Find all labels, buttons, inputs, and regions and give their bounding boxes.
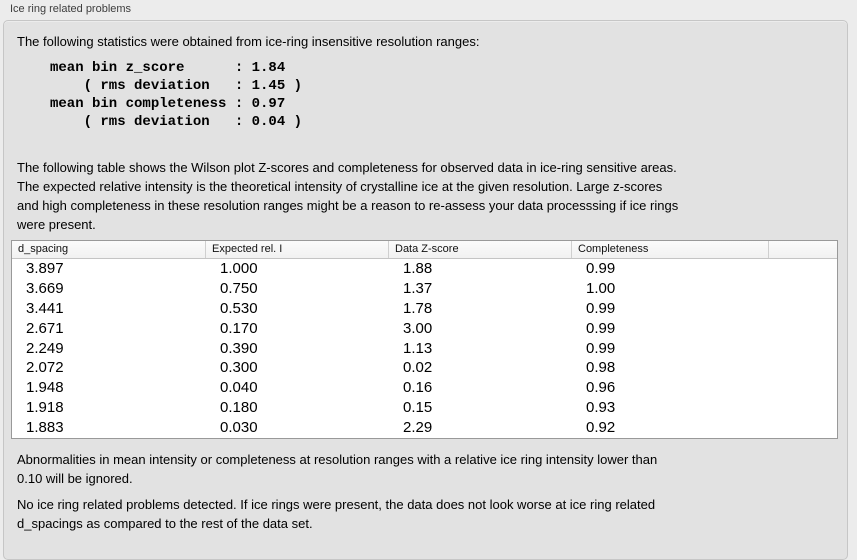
table-cell: 2.249 (26, 339, 64, 357)
table-cell: 0.750 (220, 279, 258, 297)
table-cell: 1.948 (26, 379, 64, 397)
table-body: 3.897 1.000 1.88 0.99 3.669 0.750 1.37 1.00 3.44… (12, 259, 837, 438)
table-cell: 3.897 (26, 260, 64, 277)
table-description: The following table shows the Wilson plo… (17, 160, 679, 232)
table-row[interactable]: 3.669 0.750 1.37 1.00 (12, 279, 837, 299)
table-cell: 1.00 (586, 279, 616, 297)
table-cell: 0.530 (220, 299, 258, 317)
table-cell: 1.000 (220, 260, 258, 277)
table-cell: 1.37 (403, 279, 433, 297)
column-header-filler (769, 241, 837, 258)
table-cell: 0.16 (403, 379, 433, 397)
table-cell: 0.170 (220, 319, 258, 337)
table-cell: 0.93 (586, 399, 616, 417)
table-cell: 1.13 (403, 339, 433, 357)
table-cell: 0.040 (220, 379, 258, 397)
table-cell: 2.671 (26, 319, 64, 337)
table-cell: 0.96 (586, 379, 616, 397)
table-row[interactable]: 2.249 0.390 1.13 0.99 (12, 339, 837, 359)
table-header-row: d_spacing Expected rel. I Data Z-score Comp… (12, 241, 837, 259)
table-cell: 0.390 (220, 339, 258, 357)
table-cell: 1.78 (403, 299, 433, 317)
column-header-expected-rel-i[interactable]: Expected rel. I (206, 241, 389, 258)
table-row[interactable]: 3.897 1.000 1.88 0.99 (12, 259, 837, 279)
table-cell: 0.030 (220, 419, 258, 437)
table-row[interactable]: 1.883 0.030 2.29 0.92 (12, 418, 837, 438)
table-cell: 0.99 (586, 260, 616, 277)
table-cell: 0.15 (403, 399, 433, 417)
stats-block: mean bin z_score : 1.84 ( rms deviation … (50, 60, 303, 130)
ice-ring-groupbox: The following statistics were obtained f… (3, 20, 848, 560)
table-cell: 0.98 (586, 359, 616, 377)
conclusion-text: No ice ring related problems detected. I… (17, 497, 656, 531)
table-cell: 3.00 (403, 319, 433, 337)
ignore-note: Abnormalities in mean intensity or compl… (17, 452, 658, 486)
table-cell: 3.669 (26, 279, 64, 297)
table-cell: 0.180 (220, 399, 258, 417)
table-cell: 3.441 (26, 299, 64, 317)
table-cell: 1.883 (26, 419, 64, 437)
intro-text: The following statistics were obtained f… (17, 34, 480, 49)
ice-ring-table: d_spacing Expected rel. I Data Z-score Comp… (11, 240, 838, 440)
column-header-completeness[interactable]: Completeness (572, 241, 769, 258)
table-cell: 2.29 (403, 419, 433, 437)
table-row[interactable]: 3.441 0.530 1.78 0.99 (12, 299, 837, 319)
table-cell: 0.92 (586, 419, 616, 437)
table-row[interactable]: 1.948 0.040 0.16 0.96 (12, 378, 837, 398)
panel-title: Ice ring related problems (10, 3, 132, 15)
table-cell: 0.300 (220, 359, 258, 377)
column-header-d-spacing[interactable]: d_spacing (12, 241, 206, 258)
table-row[interactable]: 1.918 0.180 0.15 0.93 (12, 398, 837, 418)
table-cell: 0.02 (403, 359, 433, 377)
table-row[interactable]: 2.671 0.170 3.00 0.99 (12, 319, 837, 339)
table-cell: 0.99 (586, 299, 616, 317)
table-cell: 1.88 (403, 260, 433, 277)
table-row[interactable]: 2.072 0.300 0.02 0.98 (12, 358, 837, 378)
column-header-data-z-score[interactable]: Data Z-score (389, 241, 572, 258)
table-cell: 2.072 (26, 359, 64, 377)
table-cell: 1.918 (26, 399, 64, 417)
table-cell: 0.99 (586, 339, 616, 357)
table-cell: 0.99 (586, 319, 616, 337)
